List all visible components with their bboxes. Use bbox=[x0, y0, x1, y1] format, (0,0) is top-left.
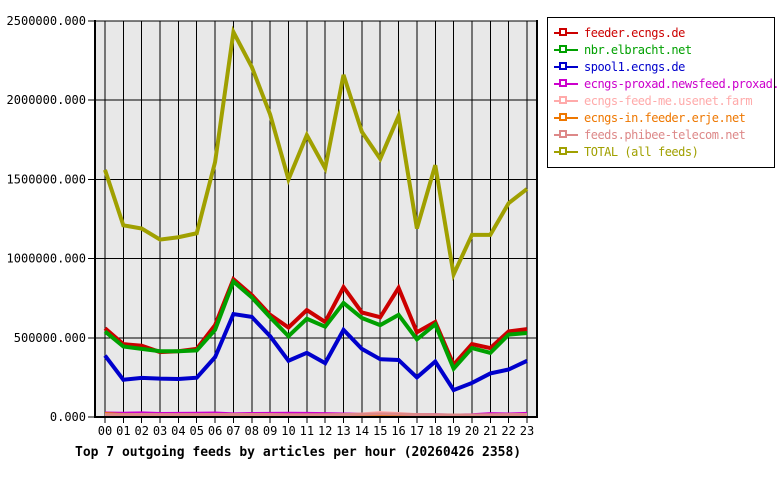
series-line-total-all-feeds- bbox=[103, 25, 529, 282]
y-tick-label: 2500000.000 bbox=[7, 14, 86, 28]
x-tick-label: 08 bbox=[245, 424, 259, 438]
x-tick-label: 20 bbox=[465, 424, 479, 438]
chart-title: Top 7 outgoing feeds by articles per hou… bbox=[75, 445, 522, 460]
y-tick-label: 1500000.000 bbox=[7, 172, 86, 186]
x-tick-label: 05 bbox=[190, 424, 204, 438]
y-tick-label: 2000000.000 bbox=[7, 93, 86, 107]
legend-label: spool1.ecngs.de bbox=[584, 59, 685, 74]
x-tick-label: 23 bbox=[520, 424, 534, 438]
legend-item: TOTAL (all feeds) bbox=[554, 143, 769, 160]
x-tick-label: 13 bbox=[336, 424, 350, 438]
legend-item: ecngs-feed-me.usenet.farm bbox=[554, 92, 769, 109]
legend-line-marker-icon bbox=[554, 27, 580, 38]
legend-line-marker-icon bbox=[554, 95, 580, 106]
legend-label: ecngs-in.feeder.erje.net bbox=[584, 110, 746, 125]
legend-label: ecngs-feed-me.usenet.farm bbox=[584, 93, 753, 108]
legend-box: feeder.ecngs.de nbr.elbracht.net spool1.ec… bbox=[547, 17, 780, 168]
legend-label: ecngs-proxad.newsfeed.proxad.net bbox=[584, 76, 780, 91]
x-tick-label: 19 bbox=[446, 424, 460, 438]
x-tick-label: 09 bbox=[263, 424, 277, 438]
series-line-nbr-elbracht-net bbox=[103, 278, 528, 373]
legend-label: feeds.phibee-telecom.net bbox=[584, 127, 746, 142]
y-tick-label: 500000.000 bbox=[14, 331, 86, 345]
legend-line-marker-icon bbox=[554, 44, 580, 55]
x-tick-label: 15 bbox=[373, 424, 387, 438]
y-tick-label: 0.000 bbox=[50, 410, 86, 424]
legend-item: nbr.elbracht.net bbox=[554, 41, 769, 58]
x-tick-label: 03 bbox=[153, 424, 167, 438]
x-tick-label: 04 bbox=[171, 424, 185, 438]
legend-line-marker-icon bbox=[554, 112, 580, 123]
legend-line-marker-icon bbox=[554, 146, 580, 157]
legend-line-marker-icon bbox=[554, 129, 580, 140]
series-line-feeds-phibee-telecom-net bbox=[104, 412, 528, 417]
x-tick-label: 06 bbox=[208, 424, 222, 438]
legend-label: feeder.ecngs.de bbox=[584, 25, 685, 40]
x-tick-label: 12 bbox=[318, 424, 332, 438]
x-tick-label: 07 bbox=[226, 424, 240, 438]
legend-line-marker-icon bbox=[554, 61, 580, 72]
legend-item: spool1.ecngs.de bbox=[554, 58, 769, 75]
x-tick-label: 21 bbox=[483, 424, 497, 438]
legend-item: feeder.ecngs.de bbox=[554, 24, 769, 41]
x-tick-label: 18 bbox=[428, 424, 442, 438]
legend-line-marker-icon bbox=[554, 78, 580, 89]
x-tick-label: 11 bbox=[300, 424, 314, 438]
legend-label: TOTAL (all feeds) bbox=[584, 144, 699, 159]
x-tick-label: 10 bbox=[281, 424, 295, 438]
legend-item: ecngs-proxad.newsfeed.proxad.net bbox=[554, 75, 780, 92]
legend-item: ecngs-in.feeder.erje.net bbox=[554, 109, 769, 126]
legend-item: feeds.phibee-telecom.net bbox=[554, 126, 769, 143]
x-tick-label: 01 bbox=[116, 424, 130, 438]
x-tick-label: 14 bbox=[355, 424, 369, 438]
x-tick-label: 17 bbox=[410, 424, 424, 438]
series-line-spool1-ecngs-de bbox=[103, 311, 528, 393]
x-tick-label: 22 bbox=[501, 424, 515, 438]
x-tick-label: 16 bbox=[391, 424, 405, 438]
y-tick-label: 1000000.000 bbox=[7, 252, 86, 266]
x-tick-label: 02 bbox=[134, 424, 148, 438]
legend-label: nbr.elbracht.net bbox=[584, 42, 692, 57]
x-tick-label: 00 bbox=[98, 424, 112, 438]
